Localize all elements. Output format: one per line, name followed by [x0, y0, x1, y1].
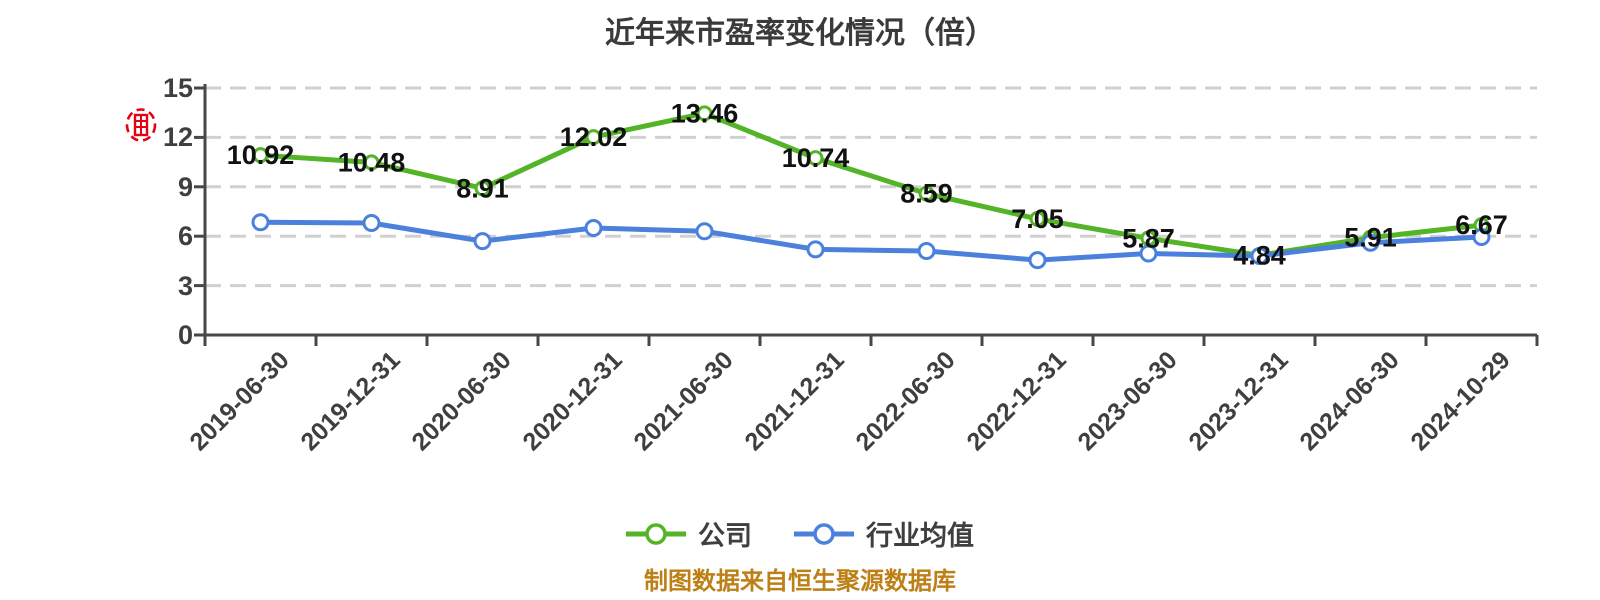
legend-label-company: 公司 — [698, 521, 752, 551]
point-value-label: 8.91 — [456, 173, 509, 203]
y-axis-label: 6 — [177, 221, 193, 252]
data-point-marker[interactable] — [696, 105, 713, 122]
data-point-marker[interactable] — [1139, 244, 1158, 263]
point-value-label: 5.91 — [1344, 223, 1397, 253]
point-value-label: 8.59 — [900, 179, 953, 209]
y-axis-label: 9 — [177, 171, 193, 202]
point-value-label: 4.84 — [1233, 240, 1286, 270]
data-point-marker[interactable] — [1028, 251, 1047, 270]
point-value-label: 5.87 — [1122, 223, 1175, 253]
legend-item-industry[interactable]: 行业均值 — [794, 514, 974, 553]
data-point-marker[interactable] — [1250, 246, 1269, 265]
data-point-marker[interactable] — [585, 129, 602, 146]
red-coin-seal-icon — [125, 108, 157, 142]
y-axis-label: 12 — [162, 122, 193, 153]
series-line-1 — [258, 219, 1484, 263]
point-value-label: 10.74 — [782, 143, 850, 173]
y-axis-label: 3 — [177, 270, 193, 301]
data-point-marker[interactable] — [917, 242, 936, 261]
point-value-label: 7.05 — [1011, 204, 1064, 234]
chart-title: 近年来市盈率变化情况（倍） — [605, 17, 995, 50]
point-value-label: 10.48 — [338, 147, 406, 177]
y-axis-label: 15 — [162, 73, 193, 103]
company-series-marker-icon — [626, 522, 686, 545]
data-point-marker[interactable] — [473, 232, 492, 251]
data-point-marker[interactable] — [362, 214, 381, 233]
data-point-marker[interactable] — [1472, 228, 1491, 247]
data-point-marker[interactable] — [807, 150, 824, 167]
point-value-label: 6.67 — [1455, 210, 1508, 240]
data-point-marker[interactable] — [474, 180, 491, 197]
y-axis-label: 0 — [177, 320, 193, 350]
point-value-label: 12.02 — [560, 122, 628, 152]
data-point-marker[interactable] — [1029, 210, 1046, 227]
data-point-marker[interactable] — [584, 218, 603, 237]
legend-item-company[interactable]: 公司 — [626, 514, 752, 553]
legend-label-industry: 行业均值 — [866, 521, 974, 551]
source-note: 制图数据来自恒生聚源数据库 — [644, 568, 956, 595]
data-point-marker[interactable] — [252, 147, 269, 164]
data-point-marker[interactable] — [251, 213, 270, 232]
point-value-label: 10.92 — [227, 140, 295, 170]
data-point-marker[interactable] — [918, 185, 935, 202]
data-point-marker[interactable] — [363, 154, 380, 171]
industry-series-marker-icon — [794, 522, 854, 545]
data-point-marker[interactable] — [806, 240, 825, 259]
data-point-marker[interactable] — [1361, 233, 1380, 252]
data-point-marker[interactable] — [695, 222, 714, 241]
point-value-label: 13.46 — [671, 98, 739, 128]
legend: 公司 行业均值 — [0, 514, 1600, 553]
